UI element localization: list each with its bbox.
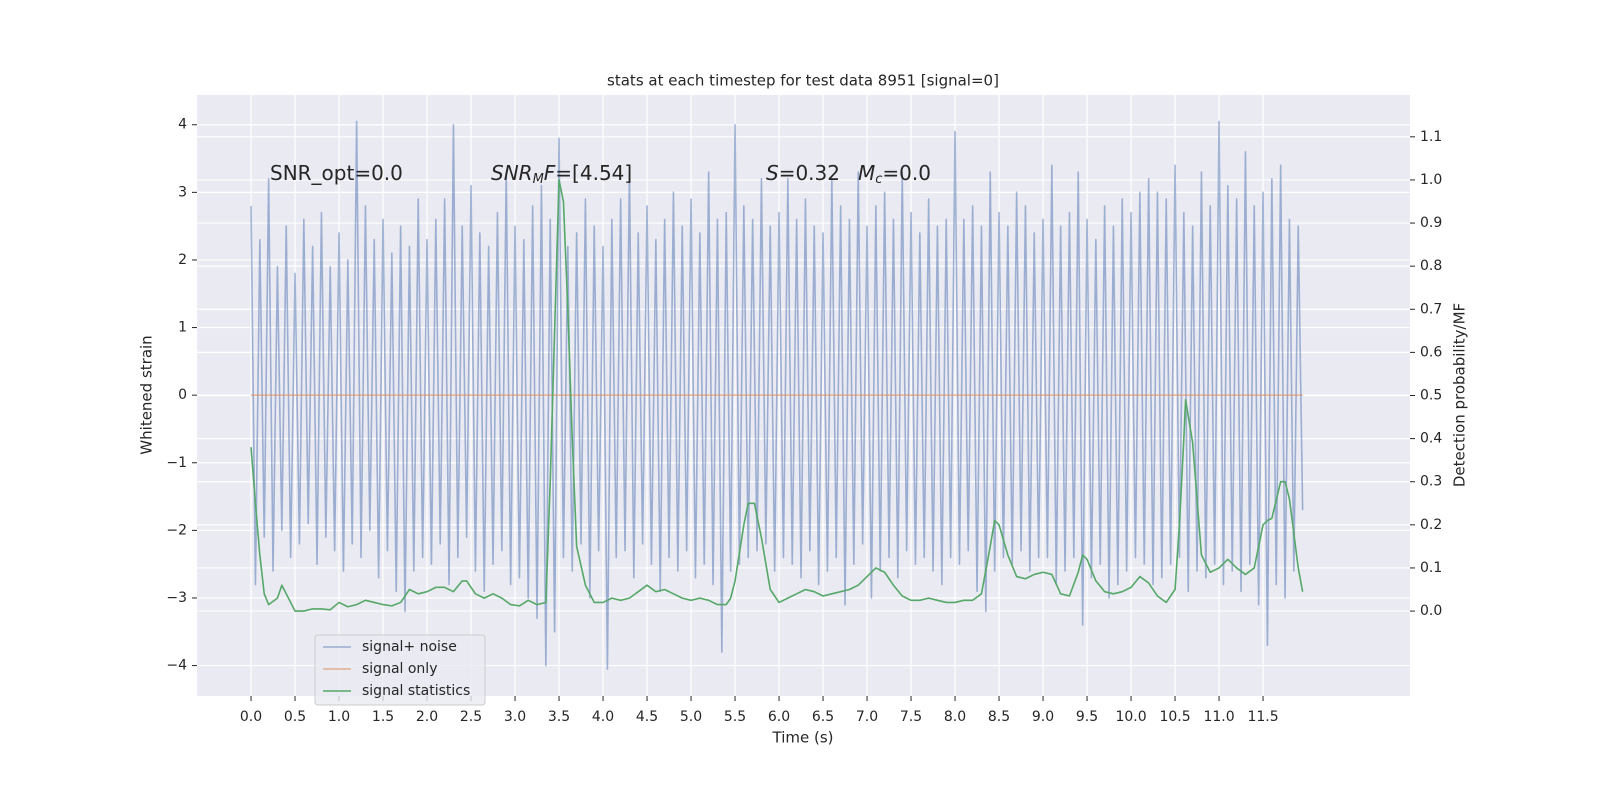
x-tick-label: 3.0: [504, 709, 526, 725]
annotation-part: F: [544, 161, 556, 185]
x-tick-label: 4.5: [636, 709, 658, 725]
y2-tick-label: 0.7: [1420, 301, 1442, 317]
y2-tick-label: 0.8: [1420, 258, 1442, 274]
x-tick-label: 3.5: [548, 709, 570, 725]
x-tick-label: 1.0: [328, 709, 350, 725]
y-tick-label: 1: [178, 320, 187, 336]
annotation-part: M: [858, 161, 875, 185]
x-tick-label: 6.5: [812, 709, 834, 725]
annotation-part: S: [766, 161, 779, 185]
y-tick-label: 4: [178, 117, 187, 133]
y2-tick-label: 0.3: [1420, 474, 1442, 490]
y2-tick-label: 1.0: [1420, 172, 1442, 188]
series-line: [250, 120, 1304, 670]
x-tick-label: 8.0: [944, 709, 966, 725]
y-axis-label: Whitened strain: [138, 335, 156, 454]
x-tick-label: 9.5: [1076, 709, 1098, 725]
annotation-part: M: [533, 172, 544, 187]
legend-label: signal statistics: [362, 683, 470, 699]
x-tick-label: 2.5: [460, 709, 482, 725]
x-tick-label: 2.0: [416, 709, 438, 725]
y2-tick-label: 0.2: [1420, 517, 1442, 533]
x-tick-label: 0.0: [240, 709, 262, 725]
y-tick-label: 3: [178, 184, 187, 200]
x-tick-label: 7.5: [900, 709, 922, 725]
y-tick-label: −4: [166, 658, 187, 674]
y2-tick-label: 0.0: [1420, 603, 1442, 619]
x-tick-label: 10.5: [1159, 709, 1190, 725]
y2-tick-label: 0.9: [1420, 215, 1442, 231]
x-tick-label: 9.0: [1032, 709, 1054, 725]
x-tick-label: 5.0: [680, 709, 702, 725]
series-line: [250, 179, 1304, 612]
x-tick-label: 5.5: [724, 709, 746, 725]
x-tick-label: 8.5: [988, 709, 1010, 725]
y2-tick-label: 0.6: [1420, 344, 1442, 360]
annotation: Mc=0.0: [858, 161, 931, 187]
legend-box: [314, 634, 486, 706]
chart-title: stats at each timestep for test data 895…: [607, 72, 999, 90]
y2-tick-label: 0.5: [1420, 388, 1442, 404]
y2-tick-label: 1.1: [1420, 129, 1442, 145]
x-tick-label: 10.0: [1115, 709, 1146, 725]
x-tick-label: 7.0: [856, 709, 878, 725]
annotation: SNR_opt=0.0: [270, 161, 403, 185]
x-axis-label: Time (s): [772, 729, 834, 747]
x-tick-label: 1.5: [372, 709, 394, 725]
annotation-part: c: [875, 172, 882, 187]
annotation: S=0.32: [766, 161, 840, 185]
y2-tick-label: 0.4: [1420, 431, 1442, 447]
annotation-part: =[4.54]: [555, 161, 632, 185]
x-tick-label: 4.0: [592, 709, 614, 725]
y2-axis-label: Detection probability/MF: [1451, 303, 1469, 487]
x-tick-label: 11.0: [1203, 709, 1234, 725]
y-tick-label: −3: [166, 590, 187, 606]
y-tick-label: 0: [178, 387, 187, 403]
y-tick-label: 2: [178, 252, 187, 268]
annotation-part: =0.0: [882, 161, 931, 185]
y2-tick-label: 0.1: [1420, 560, 1442, 576]
y-tick-label: −1: [166, 455, 187, 471]
annotation-part: SNR: [491, 161, 533, 185]
legend: signal+ noise signal only signal statistic…: [314, 634, 486, 706]
annotation: SNRMF=[4.54]: [491, 161, 632, 187]
legend-label: signal only: [362, 661, 437, 677]
x-tick-label: 11.5: [1247, 709, 1278, 725]
annotation-part: SNR_opt=0.0: [270, 161, 403, 185]
x-tick-label: 6.0: [768, 709, 790, 725]
x-tick-label: 0.5: [284, 709, 306, 725]
annotation-part: =0.32: [779, 161, 840, 185]
legend-label: signal+ noise: [362, 639, 457, 655]
y-tick-label: −2: [166, 522, 187, 538]
